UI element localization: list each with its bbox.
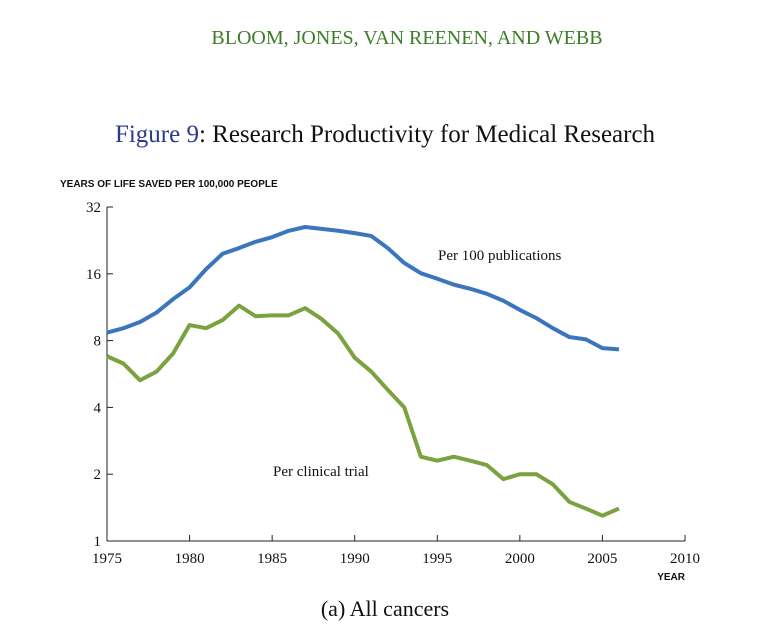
x-axis-label: YEAR — [657, 572, 686, 583]
y-tick-label: 8 — [94, 334, 102, 350]
x-tick-label: 1985 — [257, 551, 287, 567]
x-tick-label: 1980 — [175, 551, 205, 567]
series-line — [106, 303, 620, 518]
y-tick-label: 32 — [86, 200, 101, 216]
x-tick-label: 2010 — [670, 551, 700, 567]
y-tick-label: 4 — [94, 400, 102, 416]
figure-number: Figure 9 — [115, 121, 199, 148]
series-label: Per clinical trial — [273, 464, 369, 480]
y-tick-label: 1 — [94, 534, 102, 550]
y-tick-label: 16 — [86, 267, 102, 283]
y-axis-label: YEARS OF LIFE SAVED PER 100,000 PEOPLE — [60, 179, 278, 190]
figure-title: Figure 9: Research Productivity for Medi… — [115, 121, 656, 148]
caption: (a) All cancers — [321, 596, 449, 621]
x-tick-label: 2000 — [505, 551, 535, 567]
running-header: BLOOM, JONES, VAN REENEN, AND WEBB — [211, 27, 602, 49]
figure-title-text: : Research Productivity for Medical Rese… — [199, 121, 656, 148]
series-line — [106, 225, 620, 352]
x-tick-label: 2005 — [587, 551, 617, 567]
y-tick-label: 2 — [94, 467, 102, 483]
x-tick-label: 1990 — [340, 551, 370, 567]
x-tick-label: 1975 — [92, 551, 122, 567]
x-tick-label: 1995 — [422, 551, 452, 567]
series-label: Per 100 publications — [438, 248, 561, 264]
